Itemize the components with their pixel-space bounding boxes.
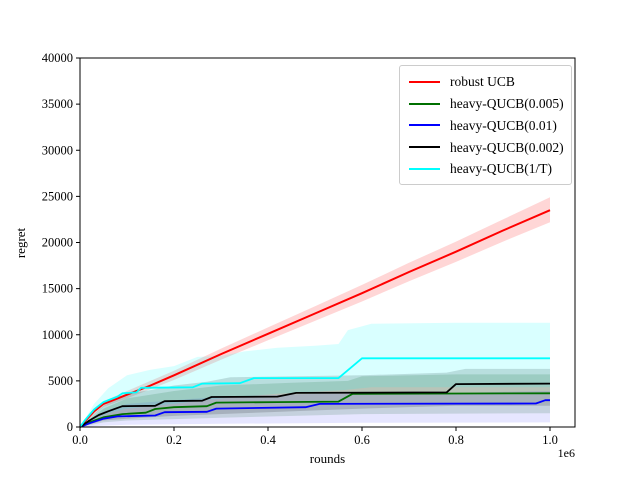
y-tick-label: 5000: [48, 374, 73, 388]
x-tick-label: 0.2: [166, 433, 182, 447]
legend-line-sample: [409, 102, 440, 105]
y-tick-label: 10000: [42, 328, 73, 342]
series-line-heavy-qucb-1-t: [79, 357, 550, 428]
y-tick-label: 0: [67, 420, 73, 434]
x-tick-label: 0.6: [354, 433, 370, 447]
legend-item-heavy-qucb-0-005: heavy-QUCB(0.005): [409, 93, 564, 115]
x-tick-label: 0.4: [260, 433, 276, 447]
y-tick-label: 40000: [42, 51, 73, 65]
legend-item-heavy-qucb-1-t: heavy-QUCB(1/T): [409, 158, 563, 180]
y-tick-label: 15000: [42, 282, 73, 296]
legend-label: robust UCB: [450, 74, 515, 90]
y-tick-label: 35000: [42, 97, 73, 111]
series-line-heavy-qucb-0-002: [79, 382, 551, 428]
axes-frame-and-ticks: 0.0 0.2 0.4 0.6 0.8 1.0 0 5000 10000 15000 20000 25…: [42, 51, 576, 447]
x-tick-label: 1.0: [542, 433, 558, 447]
legend-line-sample: [409, 124, 440, 127]
legend-item-heavy-qucb-0-002: heavy-QUCB(0.002): [409, 136, 564, 158]
band-robust-ucb-band: [80, 197, 550, 427]
legend-label: heavy-QUCB(0.005): [450, 95, 564, 111]
y-tick-label: 25000: [42, 189, 73, 203]
confidence-bands: [80, 197, 550, 427]
legend-line-sample: [409, 168, 440, 171]
legend-line-sample: [409, 146, 440, 149]
legend-label: heavy-QUCB(0.002): [450, 139, 564, 155]
y-tick-label: 30000: [42, 143, 73, 157]
x-axis-label: rounds: [309, 451, 346, 466]
legend-line-sample: [409, 80, 440, 83]
legend-item-heavy-qucb-0-01: heavy-QUCB(0.01): [409, 115, 563, 137]
x-tick-label: 0.8: [448, 433, 464, 447]
series-line-robust-ucb: [79, 209, 551, 428]
series-line-heavy-qucb-0-01: [79, 399, 550, 428]
x-axis-offset-label: 1e6: [557, 446, 575, 460]
legend: robust UCB heavy-QUCB(0.005) heavy-QUCB(0.…: [399, 65, 572, 185]
legend-label: heavy-QUCB(0.01): [450, 117, 557, 133]
y-tick-label: 20000: [42, 236, 73, 250]
legend-label: heavy-QUCB(1/T): [450, 161, 552, 177]
series-line-heavy-qucb-0-005: [79, 392, 551, 428]
x-tick-label: 0.0: [72, 433, 88, 447]
y-axis-label: regret: [13, 227, 29, 259]
band-heavy-qucb-0-005-band: [80, 374, 550, 427]
legend-item-robust-ucb: robust UCB: [409, 71, 563, 93]
series-lines: [79, 209, 551, 428]
